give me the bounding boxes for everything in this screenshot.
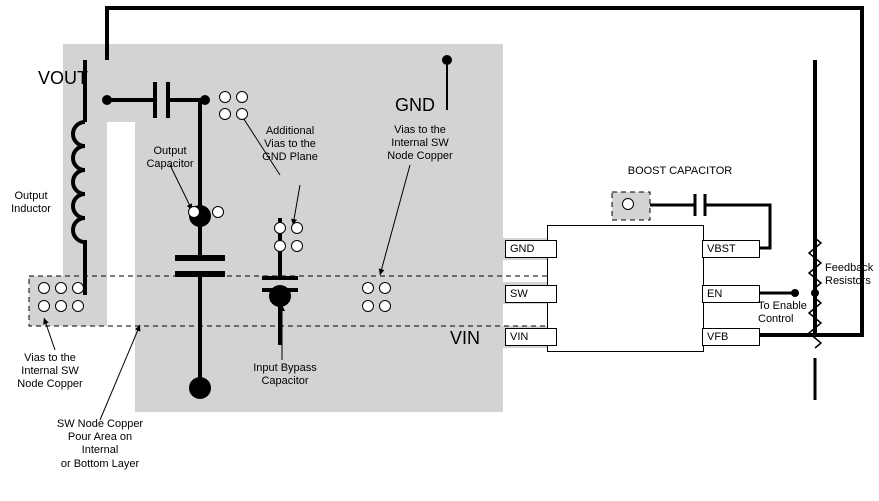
vout-label: VOUT <box>38 68 88 90</box>
output-inductor-label: Output Inductor <box>6 190 56 216</box>
via <box>291 240 303 252</box>
vias-sw-right-label: Vias to the Internal SW Node Copper <box>380 124 460 164</box>
via <box>72 282 84 294</box>
via <box>55 282 67 294</box>
via <box>55 300 67 312</box>
via <box>212 206 224 218</box>
gnd-pin: GND <box>505 240 557 258</box>
via <box>219 108 231 120</box>
sw-node-pour-label: SW Node Copper Pour Area on Internal or … <box>40 418 160 471</box>
vias-sw-left-label: Vias to the Internal SW Node Copper <box>10 352 90 392</box>
via <box>188 206 200 218</box>
via <box>274 222 286 234</box>
via <box>219 91 231 103</box>
additional-vias-label: Additional Vias to the GND Plane <box>255 125 325 165</box>
via <box>72 300 84 312</box>
en-pin: EN <box>702 285 760 303</box>
vin-label: VIN <box>450 328 480 350</box>
vfb-pin: VFB <box>702 328 760 346</box>
via <box>379 300 391 312</box>
via <box>622 198 634 210</box>
vin-pin: VIN <box>505 328 557 346</box>
via <box>379 282 391 294</box>
boost-cap-label: BOOST CAPACITOR <box>620 165 740 178</box>
ic-body <box>547 225 704 352</box>
via <box>362 282 374 294</box>
via <box>236 108 248 120</box>
via <box>291 222 303 234</box>
gnd-label: GND <box>395 95 435 117</box>
sw-pin: SW <box>505 285 557 303</box>
feedback-resistors-label: Feedback Resistors <box>825 262 879 288</box>
to-enable-label: To Enable Control <box>758 300 818 326</box>
via <box>236 91 248 103</box>
input-bypass-label: Input Bypass Capacitor <box>245 362 325 388</box>
output-capacitor-label: Output Capacitor <box>140 145 200 171</box>
via <box>38 300 50 312</box>
vbst-pin: VBST <box>702 240 760 258</box>
via <box>38 282 50 294</box>
via <box>362 300 374 312</box>
via <box>274 240 286 252</box>
